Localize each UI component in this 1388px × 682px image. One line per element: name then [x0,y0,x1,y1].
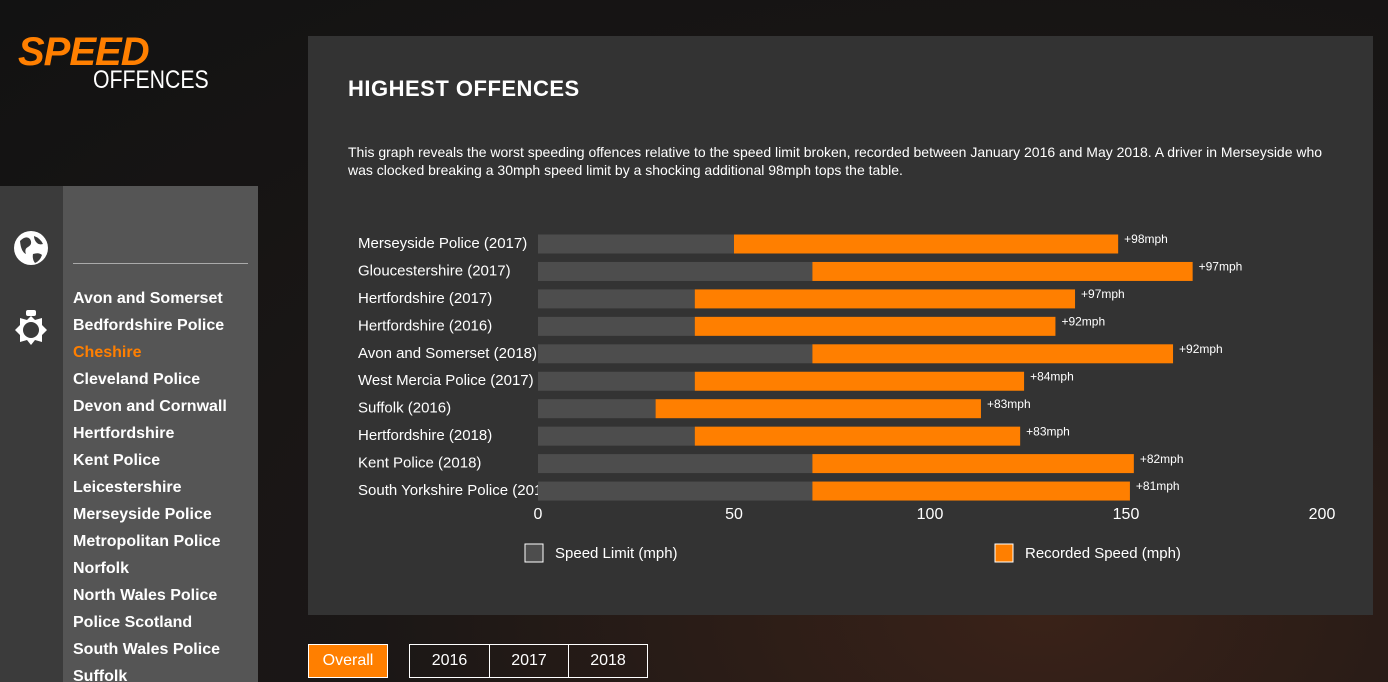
panel-description: This graph reveals the worst speeding of… [348,144,1323,178]
divider [73,263,248,264]
value-label: +92mph [1061,315,1105,329]
nav-item[interactable]: Avon and Somerset [73,290,223,307]
category-label: Avon and Somerset (2018) [358,345,537,362]
bar-segment [538,316,695,336]
bar-segment [812,261,1193,281]
bar-segment [694,289,1076,309]
nav-item[interactable]: Merseyside Police [73,506,212,523]
panel-title: HIGHEST OFFENCES [348,76,580,101]
police-icon[interactable] [15,310,47,345]
x-tick-label: 0 [534,506,543,523]
bar-segment [538,454,813,474]
x-tick-label: 150 [1113,506,1140,523]
value-label: +84mph [1030,369,1074,383]
category-label: West Mercia Police (2017) [358,372,534,389]
category-label: Kent Police (2018) [358,455,481,472]
legend-swatch [524,543,544,563]
filter-button[interactable]: 2018 [568,644,648,678]
bar-segment [538,481,813,501]
category-label: Suffolk (2016) [358,400,451,417]
bar-segment [655,399,981,419]
nav-item[interactable]: Kent Police [73,452,161,469]
nav-item[interactable]: North Wales Police [73,587,218,604]
bar-segment [538,426,695,446]
nav-panel: Avon and Somerset Bedfordshire Police Ches… [63,186,258,682]
bar-segment [734,234,1119,254]
value-label: +92mph [1179,342,1223,356]
bar-segment [694,316,1056,336]
icons [14,231,48,345]
bar-segment [812,454,1134,474]
chart-panel: HIGHEST OFFENCES This graph reveals the … [308,36,1373,615]
filter-button[interactable]: 2017 [489,644,569,678]
category-label: Hertfordshire (2018) [358,427,492,444]
category-label: South Yorkshire Police (2017) [358,482,556,499]
nav-item[interactable]: South Wales Police [73,641,220,658]
nav-item[interactable]: Devon and Cornwall [73,398,227,415]
legend-swatch [994,543,1014,563]
bar-segment [538,234,734,254]
value-label: +97mph [1199,260,1243,274]
bar-segment [812,344,1174,364]
nav-item[interactable]: Suffolk [73,668,128,682]
value-label: +83mph [1026,424,1070,438]
chart: 0 50 100 150 200 Merseyside Police (2017) +98m… [358,232,1336,563]
globe-icon[interactable] [14,231,48,265]
category-label: Hertfordshire (2017) [358,290,492,307]
bar-segment [538,344,813,364]
icon-bar [0,186,63,682]
bar-segment [812,481,1130,501]
nav-item[interactable]: Bedfordshire Police [73,317,225,334]
bar-segment [538,399,656,419]
nav-item[interactable]: Cheshire [73,344,142,361]
filter-button[interactable]: 2016 [409,644,490,678]
category-label: Gloucestershire (2017) [358,262,511,279]
bar-segment [694,426,1021,446]
bar-segment [538,261,813,281]
x-tick-label: 50 [725,506,743,523]
nav-item[interactable]: Hertfordshire [73,425,175,442]
x-tick-label: 200 [1309,506,1336,523]
nav-item[interactable]: Leicestershire [73,479,182,496]
value-label: +97mph [1081,287,1125,301]
nav-item[interactable]: Metropolitan Police [73,533,221,550]
value-label: +98mph [1124,232,1168,246]
bar-segment [538,289,695,309]
nav-item[interactable]: Police Scotland [73,614,193,631]
legend-label: Recorded Speed (mph) [1025,545,1181,562]
legend-label: Speed Limit (mph) [555,545,678,562]
bar-segment [538,371,695,391]
logo-offences[interactable]: OFFENCES [93,66,209,94]
nav-item[interactable]: Norfolk [73,560,129,577]
logo-speed[interactable]: SPEED [18,30,150,74]
category-label: Merseyside Police (2017) [358,235,527,252]
x-tick-label: 100 [917,506,944,523]
value-label: +83mph [987,397,1031,411]
filter-button[interactable]: Overall [308,644,388,678]
bar-segment [694,371,1025,391]
category-label: Hertfordshire (2016) [358,317,492,334]
nav-item[interactable]: Cleveland Police [73,371,201,388]
value-label: +81mph [1136,479,1180,493]
value-label: +82mph [1140,452,1184,466]
